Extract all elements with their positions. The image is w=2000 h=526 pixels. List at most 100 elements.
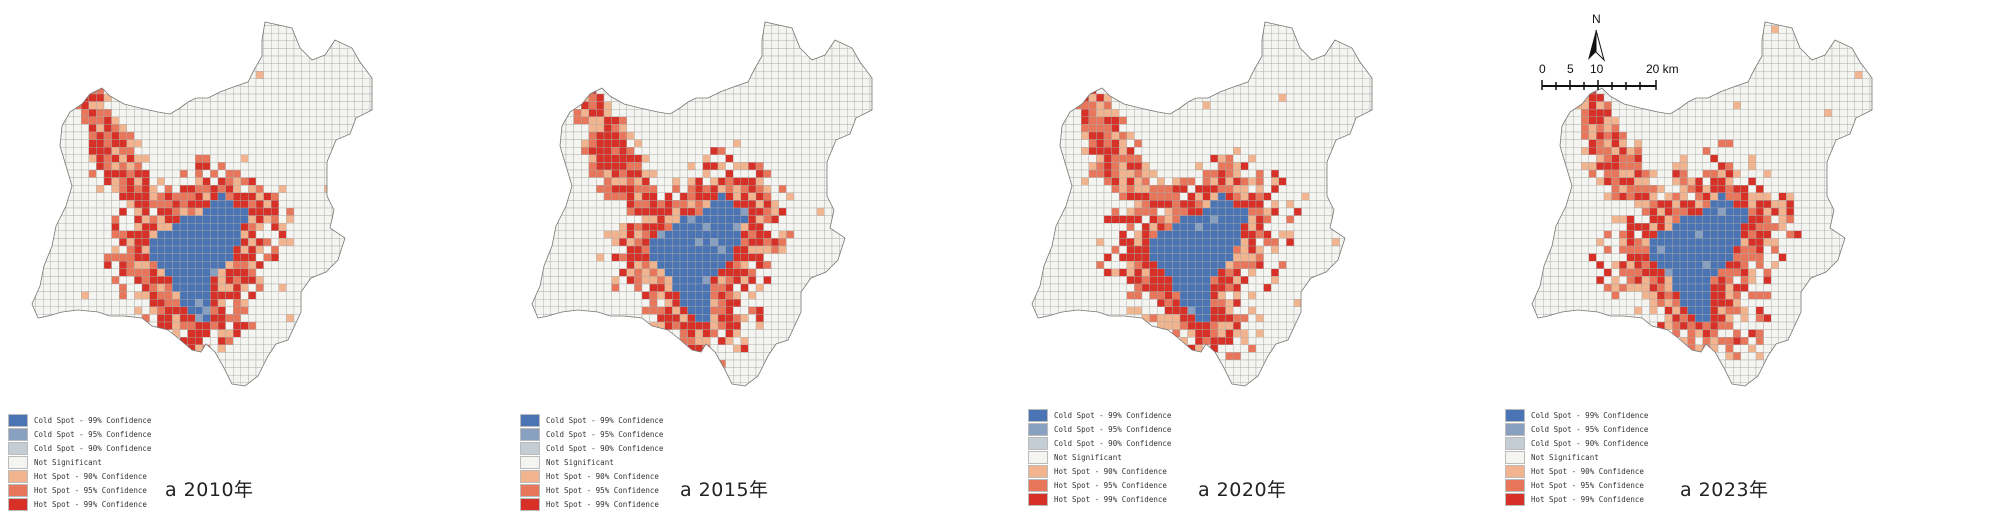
legend-item: Hot Spot - 90% Confidence xyxy=(1505,464,1648,478)
legend-label: Cold Spot - 99% Confidence xyxy=(1531,410,1649,420)
legend-swatch xyxy=(1505,436,1525,450)
legend-item: Hot Spot - 95% Confidence xyxy=(1028,478,1171,492)
legend-item: Cold Spot - 95% Confidence xyxy=(8,427,151,441)
legend-item: Hot Spot - 90% Confidence xyxy=(1028,464,1171,478)
legend-label: Hot Spot - 95% Confidence xyxy=(1531,480,1644,490)
scale-tick-5: 5 xyxy=(1567,62,1574,76)
legend-item: Cold Spot - 95% Confidence xyxy=(1028,422,1171,436)
hotspot-map-2010 xyxy=(31,21,373,387)
legend-label: Cold Spot - 90% Confidence xyxy=(34,443,152,453)
legend-label: Hot Spot - 99% Confidence xyxy=(1054,494,1167,504)
legend-item: Cold Spot - 90% Confidence xyxy=(520,441,663,455)
map-panel-2020: Cold Spot - 99% Confidence Cold Spot - 95… xyxy=(1000,0,1500,526)
region-outline xyxy=(531,21,873,387)
legend-item: Cold Spot - 90% Confidence xyxy=(8,441,151,455)
legend-item: Not Significant xyxy=(520,455,663,469)
legend-label: Cold Spot - 99% Confidence xyxy=(546,415,664,425)
legend-item: Hot Spot - 99% Confidence xyxy=(8,497,151,511)
legend-item: Cold Spot - 90% Confidence xyxy=(1505,436,1648,450)
hotspot-map-2023 xyxy=(1531,21,1873,387)
legend-item: Hot Spot - 99% Confidence xyxy=(1028,492,1171,506)
legend-item: Cold Spot - 95% Confidence xyxy=(1505,422,1648,436)
legend-item: Not Significant xyxy=(8,455,151,469)
legend-item: Cold Spot - 99% Confidence xyxy=(1028,408,1171,422)
legend-label: Hot Spot - 90% Confidence xyxy=(34,471,147,481)
legend-swatch xyxy=(1505,464,1525,478)
legend-label: Not Significant xyxy=(546,457,614,467)
legend-swatch xyxy=(1505,492,1525,506)
legend-swatch xyxy=(1505,408,1525,422)
legend-label: Hot Spot - 99% Confidence xyxy=(546,499,659,509)
legend-item: Cold Spot - 99% Confidence xyxy=(520,413,663,427)
map-panel-2015: Cold Spot - 99% Confidence Cold Spot - 95… xyxy=(500,0,1000,526)
legend: Cold Spot - 99% Confidence Cold Spot - 95… xyxy=(8,413,151,511)
legend-item: Hot Spot - 95% Confidence xyxy=(1505,478,1648,492)
map-caption: a 2010年 xyxy=(165,479,254,501)
legend-label: Cold Spot - 95% Confidence xyxy=(1054,424,1172,434)
legend-label: Hot Spot - 90% Confidence xyxy=(1531,466,1644,476)
grid-cells xyxy=(1032,22,1372,386)
legend: Cold Spot - 99% Confidence Cold Spot - 95… xyxy=(520,413,663,511)
legend-item: Not Significant xyxy=(1505,450,1648,464)
legend-label: Not Significant xyxy=(1531,452,1599,462)
region-outline xyxy=(1031,21,1373,387)
legend-swatch xyxy=(1028,422,1048,436)
north-arrow-icon xyxy=(1541,29,1657,90)
map-panel-2010: Cold Spot - 99% Confidence Cold Spot - 95… xyxy=(0,0,500,526)
legend-item: Cold Spot - 99% Confidence xyxy=(1505,408,1648,422)
legend-swatch xyxy=(8,469,28,483)
region-outline xyxy=(31,21,373,387)
legend-item: Hot Spot - 90% Confidence xyxy=(8,469,151,483)
legend: Cold Spot - 99% Confidence Cold Spot - 95… xyxy=(1028,408,1171,506)
legend-swatch xyxy=(520,497,540,511)
hotspot-map-2015 xyxy=(531,21,873,387)
legend-label: Cold Spot - 95% Confidence xyxy=(546,429,664,439)
grid-cells xyxy=(1532,22,1872,386)
legend-swatch xyxy=(1505,422,1525,436)
legend-label: Not Significant xyxy=(1054,452,1122,462)
legend-label: Hot Spot - 90% Confidence xyxy=(546,471,659,481)
legend-label: Hot Spot - 95% Confidence xyxy=(1054,480,1167,490)
legend-swatch xyxy=(1028,408,1048,422)
legend-label: Cold Spot - 99% Confidence xyxy=(34,415,152,425)
legend-swatch xyxy=(1028,436,1048,450)
legend-swatch xyxy=(520,441,540,455)
legend-swatch xyxy=(520,483,540,497)
legend-label: Cold Spot - 90% Confidence xyxy=(546,443,664,453)
region-outline xyxy=(1531,21,1873,387)
legend-swatch xyxy=(8,455,28,469)
legend-item: Hot Spot - 95% Confidence xyxy=(8,483,151,497)
legend-item: Hot Spot - 99% Confidence xyxy=(1505,492,1648,506)
legend-swatch xyxy=(8,483,28,497)
grid-cells xyxy=(32,22,372,386)
legend-swatch xyxy=(8,441,28,455)
legend-swatch xyxy=(520,455,540,469)
legend-label: Hot Spot - 95% Confidence xyxy=(34,485,147,495)
legend-swatch xyxy=(520,427,540,441)
legend-swatch xyxy=(1028,464,1048,478)
legend-label: Hot Spot - 99% Confidence xyxy=(1531,494,1644,504)
legend-swatch xyxy=(1028,478,1048,492)
legend-label: Cold Spot - 95% Confidence xyxy=(1531,424,1649,434)
map-caption: a 2015年 xyxy=(680,479,769,501)
grid-cells xyxy=(532,22,872,386)
scale-tick-0: 0 xyxy=(1539,62,1546,76)
legend-swatch xyxy=(8,497,28,511)
legend-item: Cold Spot - 95% Confidence xyxy=(520,427,663,441)
legend-swatch xyxy=(1028,450,1048,464)
legend-swatch xyxy=(520,469,540,483)
legend-swatch xyxy=(8,427,28,441)
legend: Cold Spot - 99% Confidence Cold Spot - 95… xyxy=(1505,408,1648,506)
legend-label: Hot Spot - 99% Confidence xyxy=(34,499,147,509)
legend-item: Cold Spot - 99% Confidence xyxy=(8,413,151,427)
legend-item: Hot Spot - 90% Confidence xyxy=(520,469,663,483)
map-caption: a 2020年 xyxy=(1198,479,1287,501)
legend-item: Cold Spot - 90% Confidence xyxy=(1028,436,1171,450)
legend-swatch xyxy=(1028,492,1048,506)
legend-item: Hot Spot - 99% Confidence xyxy=(520,497,663,511)
legend-label: Hot Spot - 95% Confidence xyxy=(546,485,659,495)
hotspot-map-2020 xyxy=(1031,21,1373,387)
legend-label: Not Significant xyxy=(34,457,102,467)
scale-tick-10: 10 xyxy=(1590,62,1604,76)
legend-item: Not Significant xyxy=(1028,450,1171,464)
